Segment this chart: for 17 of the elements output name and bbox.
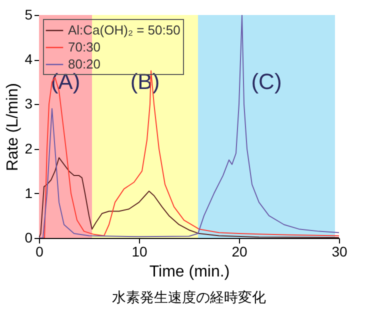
y-tick-label: 0 — [24, 230, 33, 246]
y-axis-title: Rate (L/min) — [4, 82, 22, 172]
band-label: (C) — [251, 68, 282, 94]
x-tick-label: 20 — [232, 244, 248, 260]
y-tick-label: 1 — [24, 184, 33, 201]
y-tick-label: 5 — [24, 6, 33, 22]
x-tick-label: 10 — [132, 244, 148, 260]
y-tick-label: 4 — [24, 51, 33, 68]
y-tick-label: 3 — [24, 96, 33, 112]
y-tick-label: 2 — [24, 140, 33, 156]
text: 水素発生速度の経時変化 — [112, 289, 266, 305]
x-tick-label: 0 — [36, 244, 44, 260]
x-axis-title: Time (min.) — [149, 264, 230, 280]
legend-label: 70:30 — [68, 40, 101, 54]
x-tick-label: 30 — [332, 244, 348, 260]
legend-label: 80:20 — [68, 56, 101, 72]
legend-label: Al:Ca(OH)₂ = 50:50 — [68, 22, 180, 38]
